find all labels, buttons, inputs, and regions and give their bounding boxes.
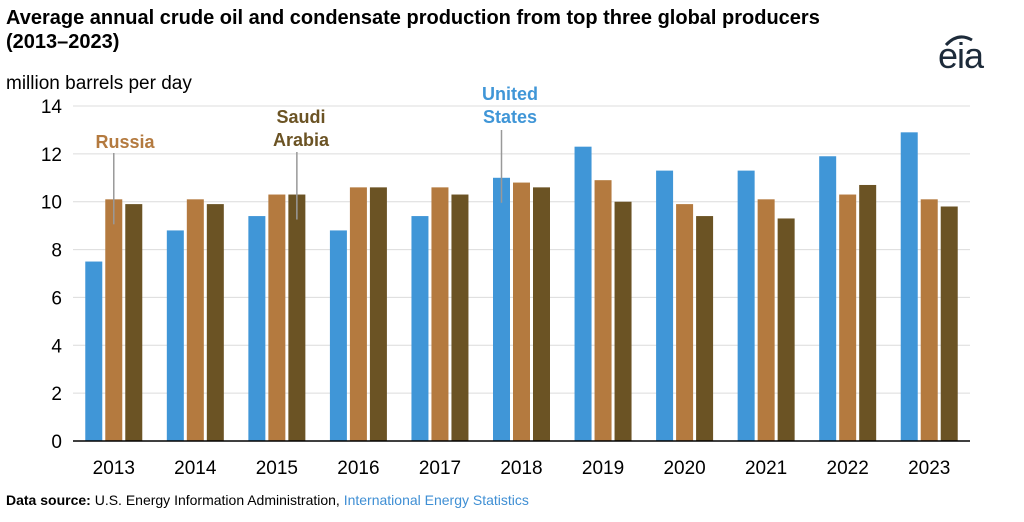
eia-logo: eia — [938, 34, 1002, 78]
x-tick-label: 2020 — [663, 458, 705, 479]
y-tick-label: 4 — [51, 336, 62, 357]
chart-title-line1: Average annual crude oil and condensate … — [6, 7, 820, 29]
bar — [900, 132, 918, 442]
chart-title-line2: (2013–2023) — [6, 31, 120, 53]
bar — [594, 180, 612, 441]
x-tick-label: 2014 — [174, 458, 217, 479]
y-tick-label: 0 — [51, 432, 62, 453]
bar — [614, 201, 632, 441]
bar — [839, 194, 857, 441]
y-tick-label: 12 — [41, 145, 62, 166]
bar — [777, 218, 795, 441]
bar — [819, 156, 837, 441]
x-tick-label: 2023 — [908, 458, 950, 479]
bar — [206, 204, 224, 441]
chart-title: Average annual crude oil and condensate … — [6, 6, 956, 54]
bar — [431, 187, 449, 441]
series-label: Saudi Arabia — [273, 107, 330, 150]
eia-logo-swoosh-icon — [944, 35, 973, 46]
y-tick-label: 8 — [51, 241, 62, 262]
x-tick-label: 2013 — [93, 458, 135, 479]
bar — [493, 177, 510, 442]
bar — [186, 199, 204, 441]
bar — [920, 199, 938, 441]
bar — [85, 261, 103, 441]
bar — [940, 206, 958, 441]
bar — [737, 170, 755, 441]
x-tick-label: 2018 — [500, 458, 542, 479]
bar — [268, 194, 286, 441]
data-source-footer: Data source: U.S. Energy Information Adm… — [6, 491, 529, 509]
series-label: United States — [482, 84, 538, 127]
bar — [288, 194, 306, 441]
bar — [451, 194, 469, 441]
data-source-label: Data source: — [6, 492, 91, 508]
bar — [329, 230, 347, 441]
bar — [757, 199, 775, 441]
x-tick-label: 2016 — [337, 458, 379, 479]
y-tick-label: 14 — [41, 97, 63, 118]
x-tick-label: 2017 — [419, 458, 461, 479]
bar — [513, 182, 530, 442]
bar — [105, 199, 123, 441]
bar-chart: 0 2 4 6 8 10 12 14 2013 2014 2015 2016 2017 2018 2019 2… — [41, 84, 970, 479]
series-label: Russia — [95, 132, 155, 152]
bar — [125, 204, 143, 441]
bar — [411, 216, 429, 441]
y-tick-label: 6 — [51, 288, 62, 309]
bar — [369, 187, 387, 441]
y-tick-label: 10 — [41, 193, 62, 214]
bar — [574, 146, 592, 441]
data-source-text: U.S. Energy Information Administration, — [90, 492, 344, 508]
bar — [349, 187, 367, 441]
bar — [859, 184, 877, 441]
bar — [533, 187, 550, 441]
x-tick-label: 2015 — [256, 458, 298, 479]
x-tick-label: 2021 — [745, 458, 787, 479]
data-source-link[interactable]: International Energy Statistics — [343, 492, 529, 508]
y-tick-label: 2 — [51, 384, 62, 405]
bar — [676, 204, 694, 441]
bar — [656, 170, 674, 441]
x-tick-label: 2019 — [582, 458, 624, 479]
y-axis-unit-label: million barrels per day — [6, 73, 192, 94]
eia-logo-text: eia — [938, 35, 984, 76]
x-tick-label: 2022 — [827, 458, 869, 479]
bar — [166, 230, 184, 441]
bar — [248, 216, 266, 441]
bar — [696, 216, 714, 441]
